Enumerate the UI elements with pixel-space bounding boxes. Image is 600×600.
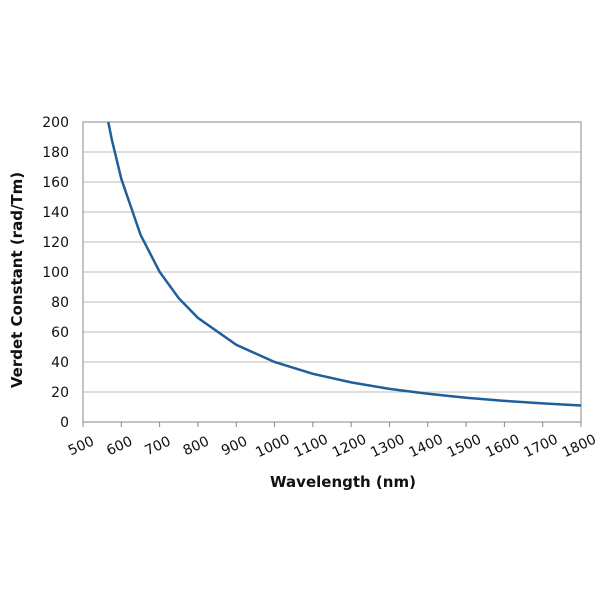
x-axis-title: Wavelength (nm) bbox=[270, 473, 416, 491]
plot-frame bbox=[82, 121, 582, 423]
y-tick-label: 100 bbox=[42, 265, 69, 281]
line bbox=[107, 121, 582, 407]
y-tick-label: 20 bbox=[51, 385, 69, 401]
y-tick-label: 0 bbox=[60, 415, 69, 431]
y-tick-label: 180 bbox=[42, 145, 69, 161]
y-tick-label: 140 bbox=[42, 205, 69, 221]
y-tick-label: 60 bbox=[51, 325, 69, 341]
y-tick-label: 160 bbox=[42, 175, 69, 191]
y-tick-label: 80 bbox=[51, 295, 69, 311]
y-tick-label: 200 bbox=[42, 115, 69, 131]
y-tick-label: 40 bbox=[51, 355, 69, 371]
y-axis-title: Verdet Constant (rad/Tm) bbox=[8, 172, 26, 388]
y-tick-label: 120 bbox=[42, 235, 69, 251]
